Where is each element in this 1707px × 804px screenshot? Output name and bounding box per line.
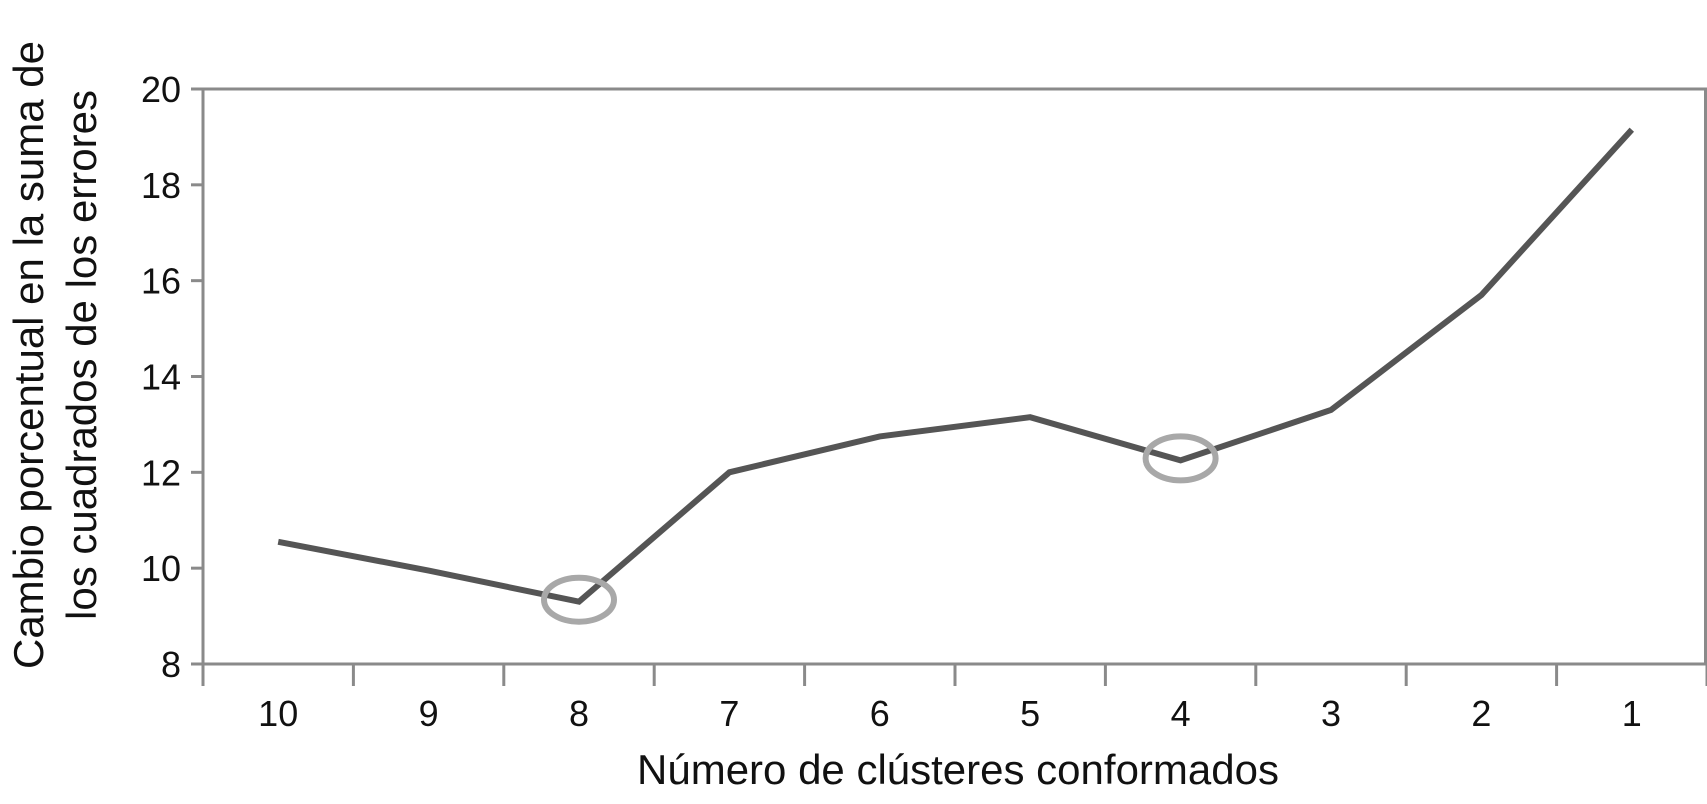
x-axis-title: Número de clústeres conformados [637,746,1279,793]
highlight-ring [541,574,617,625]
x-tick-label: 6 [870,693,890,734]
y-tick-label: 18 [141,165,181,206]
y-tick-label: 12 [141,452,181,493]
y-tick-label: 10 [141,548,181,589]
x-tick-label: 5 [1020,693,1040,734]
y-tick-label: 14 [141,357,181,398]
highlight-ring [1142,433,1219,484]
x-tick-label: 9 [419,693,439,734]
x-tick-label: 3 [1321,693,1341,734]
x-tick-label: 7 [719,693,739,734]
x-tick-label: 2 [1471,693,1491,734]
series-line [277,127,1635,605]
highlight-markers [541,433,1219,625]
x-tick-label: 8 [569,693,589,734]
y-axis-title-line-2: los cuadrados de los errores [58,90,105,620]
x-tick-label: 10 [258,693,298,734]
y-tick-label: 8 [161,644,181,685]
y-tick-label: 20 [141,69,181,110]
series [277,127,1635,605]
y-axis-title-line-1: Cambio porcentual en la suma de [5,41,52,669]
y-tick-label: 16 [141,261,181,302]
tick-labels: 8 10 12 14 16 18 20 10 9 8 7 6 5 4 3 2 1 [141,69,1642,734]
axes [191,87,1707,686]
x-tick-label: 1 [1622,693,1642,734]
x-tick-label: 4 [1171,693,1191,734]
